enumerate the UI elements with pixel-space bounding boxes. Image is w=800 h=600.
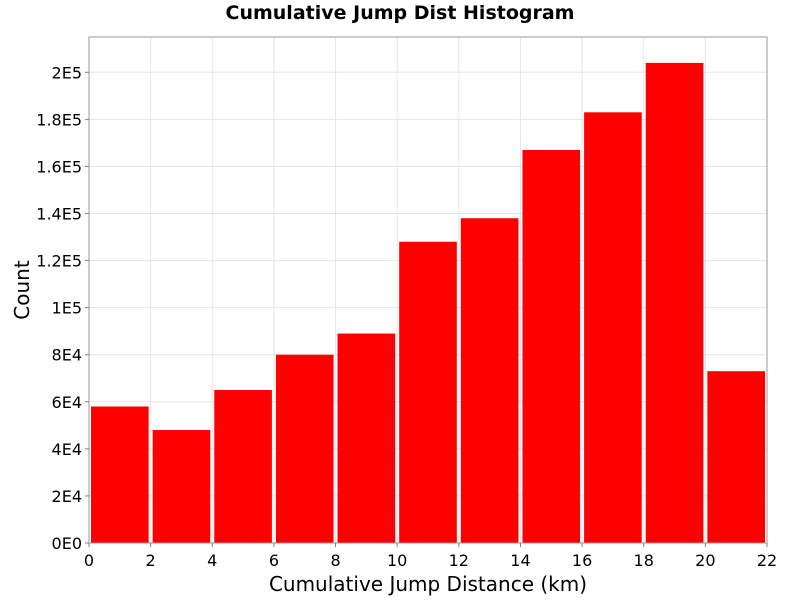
histogram-bar [337, 333, 396, 543]
histogram-bar [275, 354, 334, 543]
histogram-bar [152, 430, 211, 543]
x-tick-label: 8 [330, 551, 340, 570]
x-tick-label: 12 [449, 551, 469, 570]
histogram-bar [645, 62, 704, 544]
x-tick-label: 2 [146, 551, 156, 570]
y-axis-ticks: 0E0 2E4 4E4 6E4 8E4 1E5 1.2E5 1.4E5 1.6E5 1.8E5 2E… [36, 63, 89, 553]
histogram-bar [707, 371, 765, 543]
x-axis-ticks: 0 2 4 6 8 10 12 14 16 18 20 22 [84, 543, 777, 570]
histogram-bar [584, 112, 642, 543]
y-tick-label: 1.8E5 [36, 110, 82, 129]
x-tick-label: 20 [695, 551, 715, 570]
histogram-bar [399, 241, 457, 544]
x-tick-label: 22 [757, 551, 777, 570]
y-tick-label: 1.4E5 [36, 205, 82, 224]
x-axis-title: Cumulative Jump Distance (km) [269, 572, 587, 596]
y-tick-label: 4E4 [52, 440, 82, 459]
y-tick-label: 1.6E5 [36, 157, 82, 176]
x-tick-label: 0 [84, 551, 94, 570]
y-tick-label: 8E4 [52, 346, 82, 365]
histogram-bars [91, 62, 765, 544]
x-tick-label: 6 [269, 551, 279, 570]
y-axis-title: Count [10, 260, 34, 320]
x-tick-label: 16 [572, 551, 592, 570]
histogram-bar [214, 390, 272, 543]
y-tick-label: 1.2E5 [36, 252, 82, 271]
chart-title: Cumulative Jump Dist Histogram [225, 2, 575, 24]
plot-frame [88, 36, 768, 544]
y-tick-label: 6E4 [52, 393, 82, 412]
histogram-bar [522, 149, 581, 543]
histogram-bar [460, 218, 519, 543]
y-tick-label: 2E5 [52, 63, 82, 82]
x-tick-label: 18 [634, 551, 654, 570]
y-tick-label: 2E4 [52, 487, 82, 506]
histogram-bar [91, 406, 149, 543]
y-tick-label: 1E5 [52, 299, 82, 318]
x-tick-label: 14 [510, 551, 530, 570]
x-tick-label: 4 [207, 551, 217, 570]
x-tick-label: 10 [387, 551, 407, 570]
y-tick-label: 0E0 [52, 534, 82, 553]
